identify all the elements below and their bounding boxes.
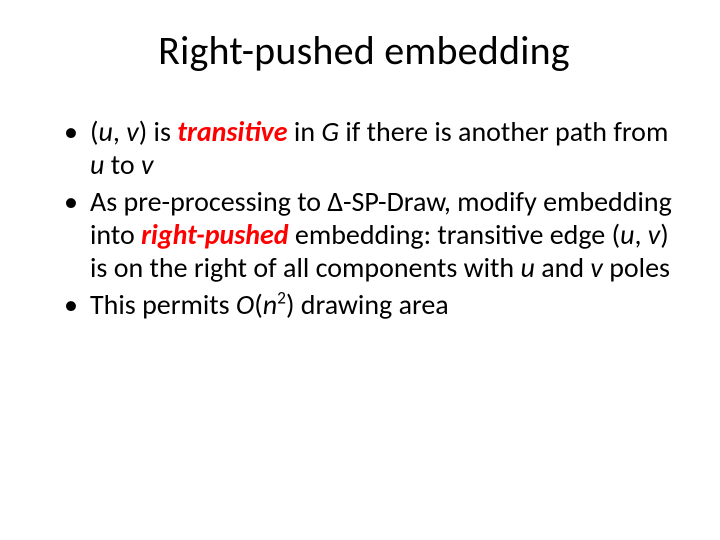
var-v: v (141, 147, 153, 182)
var-v: v (590, 250, 602, 285)
text: ( (254, 287, 263, 322)
text: if there is another path from (339, 114, 668, 149)
text: This permits (90, 287, 236, 322)
text: ) is (139, 114, 178, 149)
text: poles (603, 250, 670, 285)
bullet-1: (u, v) is transitive in G if there is an… (72, 115, 680, 181)
var-n: n (263, 287, 277, 322)
text: to (104, 147, 141, 182)
bullet-2: As pre-processing to Δ-SP-Draw, modify e… (72, 185, 680, 284)
var-v: v (648, 217, 660, 252)
text: , (634, 217, 647, 252)
var-g: G (321, 114, 339, 149)
text: embedding: transitive edge ( (289, 217, 620, 252)
var-u: u (90, 147, 104, 182)
text: ( (90, 114, 99, 149)
bullet-list: (u, v) is transitive in G if there is an… (48, 115, 680, 321)
term-transitive: transitive (177, 114, 287, 149)
var-u: u (520, 250, 534, 285)
slide-title: Right-pushed embedding (48, 26, 680, 75)
exponent: 2 (277, 287, 286, 309)
var-v: v (126, 114, 138, 149)
text: and (535, 250, 591, 285)
text: in (288, 114, 322, 149)
slide: Right-pushed embedding (u, v) is transit… (0, 0, 720, 540)
text: , (113, 114, 126, 149)
term-right-pushed: right-pushed (141, 217, 289, 252)
text: ) drawing area (286, 287, 449, 322)
var-u: u (620, 217, 634, 252)
big-o: O (236, 287, 254, 322)
var-u: u (99, 114, 113, 149)
bullet-3: This permits O(n2) drawing area (72, 288, 680, 321)
